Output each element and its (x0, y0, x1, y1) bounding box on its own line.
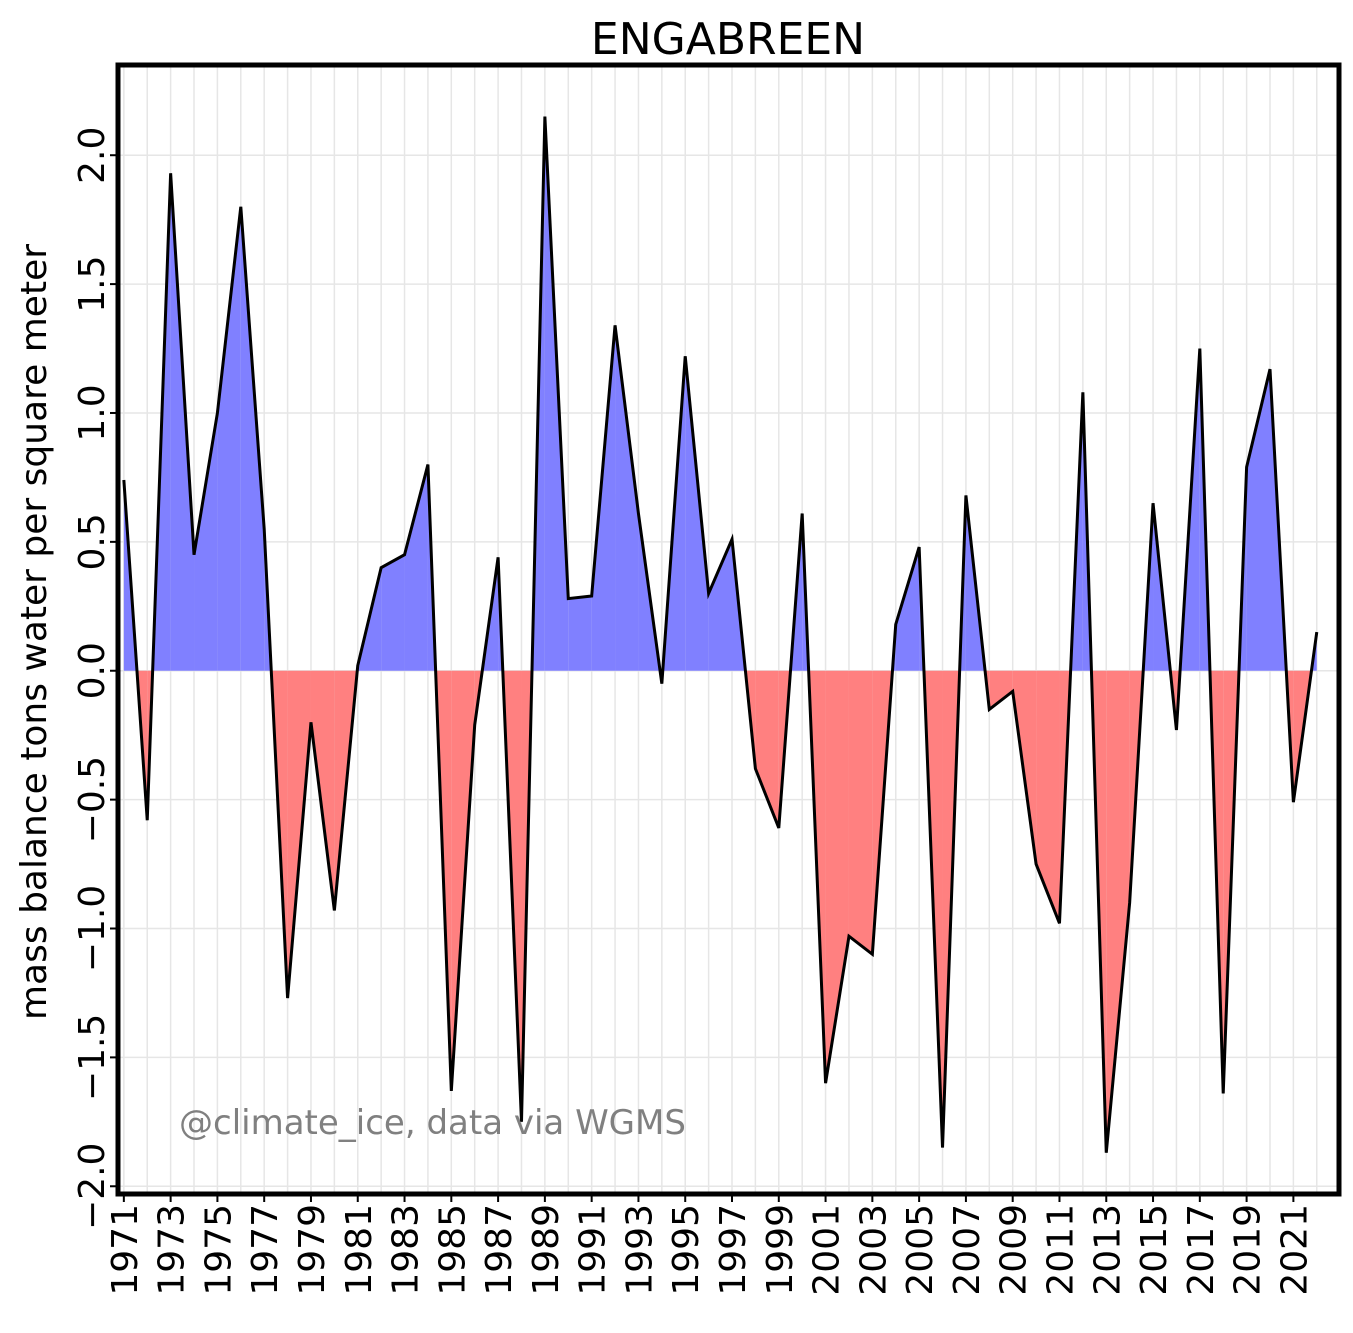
positive-balance-area (615, 325, 639, 671)
y-tick-label: 1.5 (72, 255, 113, 312)
negative-balance-area (989, 670, 1013, 710)
positive-balance-area (381, 554, 405, 671)
y-tick-label: −0.5 (72, 756, 113, 843)
x-tick-label: 2019 (1228, 1204, 1269, 1296)
series-line-layer (122, 116, 1319, 1153)
x-tick-label: 1973 (152, 1204, 193, 1296)
negative-balance-area (825, 670, 849, 1084)
positive-balance-area (568, 595, 592, 671)
y-tick-label: 0.0 (72, 642, 113, 699)
x-tick-label: 1971 (105, 1204, 146, 1296)
y-tick-label: 1.0 (72, 384, 113, 441)
y-axis-ticks: −2.0 −1.5 −1.0 −0.5 0.0 0.5 1.0 1.5 2.0 (72, 127, 118, 1230)
area-fills (123, 116, 1317, 1153)
data-credit: @climate_ice, data via WGMS (179, 1103, 686, 1143)
positive-balance-area (708, 539, 733, 671)
x-tick-label: 1975 (198, 1204, 239, 1296)
x-tick-label: 1979 (292, 1204, 333, 1296)
y-tick-label: 2.0 (72, 127, 113, 184)
x-tick-label: 2005 (900, 1204, 941, 1296)
positive-balance-area (685, 356, 709, 671)
y-axis-label: mass balance tons water per square meter (14, 244, 55, 1020)
x-axis-ticks: 1971 1973 1975 1977 1979 1981 1983 1985 1987 1989… (105, 1194, 1315, 1296)
x-tick-label: 2011 (1040, 1204, 1081, 1296)
negative-balance-area (310, 670, 335, 911)
x-tick-label: 2001 (807, 1204, 848, 1296)
series-line (122, 116, 1319, 1153)
x-tick-label: 1989 (526, 1204, 567, 1296)
positive-balance-area (895, 547, 920, 671)
y-tick-label: −1.5 (72, 1014, 113, 1101)
negative-balance-area (1106, 670, 1130, 1153)
positive-balance-area (404, 464, 428, 671)
positive-balance-area (217, 206, 241, 671)
positive-balance-area (240, 206, 265, 671)
positive-balance-area (170, 173, 195, 671)
x-tick-label: 1999 (760, 1204, 801, 1296)
x-tick-label: 1993 (619, 1204, 660, 1296)
x-tick-label: 1985 (432, 1204, 473, 1296)
positive-balance-area (194, 412, 218, 671)
x-tick-label: 1977 (245, 1204, 286, 1296)
x-tick-label: 2003 (853, 1204, 894, 1296)
x-tick-label: 2015 (1134, 1204, 1175, 1296)
x-tick-label: 2021 (1274, 1204, 1315, 1296)
x-tick-label: 1995 (666, 1204, 707, 1296)
x-tick-label: 1987 (479, 1204, 520, 1296)
x-tick-label: 2009 (994, 1204, 1035, 1296)
positive-balance-area (959, 495, 966, 671)
x-tick-label: 1997 (713, 1204, 754, 1296)
positive-balance-area (591, 325, 616, 671)
chart-title: ENGABREEN (591, 14, 865, 65)
negative-balance-area (848, 670, 873, 955)
x-tick-label: 2007 (947, 1204, 988, 1296)
x-tick-label: 1983 (386, 1204, 427, 1296)
y-tick-label: −2.0 (72, 1143, 113, 1230)
negative-balance-area (1036, 670, 1060, 924)
x-tick-label: 1991 (573, 1204, 614, 1296)
negative-balance-area (755, 670, 779, 828)
x-tick-label: 2017 (1181, 1204, 1222, 1296)
x-tick-label: 2013 (1087, 1204, 1128, 1296)
x-tick-label: 1981 (339, 1204, 380, 1296)
y-tick-label: −1.0 (72, 885, 113, 972)
plot-frame (115, 62, 1342, 1197)
y-tick-label: 0.5 (72, 513, 113, 570)
